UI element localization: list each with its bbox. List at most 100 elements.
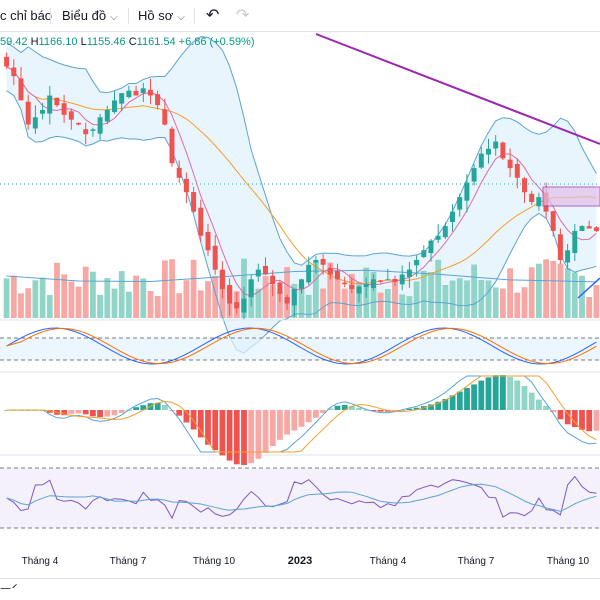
chart-menu-button[interactable]: Biểu đồ ⌵ [62,0,118,32]
volume-bar [162,260,168,318]
volume-bar [571,272,578,318]
time-axis-label: Tháng 10 [193,556,236,567]
volume-bar [593,285,600,318]
macd-signal-line [6,375,597,453]
macd-histogram-bar [377,410,384,412]
profile-menu-button[interactable]: Hồ sơ ⌵ [138,0,185,32]
macd-histogram-bar [514,380,521,410]
volume-bar [169,259,175,318]
candle-body [219,269,225,289]
candle-body [198,207,204,236]
volume-bar [550,260,557,318]
candle-body [299,279,304,289]
macd-histogram-bar [140,405,147,410]
candle-body [205,231,211,251]
macd-histogram-bar [435,401,442,410]
candle-body [442,226,448,238]
volume-bar [97,294,103,318]
candle-body [183,178,189,193]
rsi-ma-line [6,483,597,512]
volume-bar [176,293,183,318]
macd-histogram-bar [61,410,68,416]
time-axis-label: 2023 [288,555,312,567]
candle-body [97,117,103,134]
macd-histogram-bar [356,407,362,410]
low-value: 1155.46 [86,36,126,48]
macd-histogram-bar [399,409,406,411]
macd-histogram-bar [492,375,499,410]
candle-body [104,110,110,122]
macd-histogram-bar [233,410,240,465]
candle-body [47,95,53,114]
indicators-label: c chỉ báo [0,8,53,23]
candle-body [565,250,571,263]
candle-body [284,297,290,304]
high-key: H [30,36,39,48]
bollinger-lower-line [6,90,597,354]
volume-bar [298,284,305,318]
candle-body [478,153,484,168]
candle-body [176,167,182,178]
candle-body [61,103,67,115]
candle-body [40,110,45,114]
redo-button[interactable]: ↷ [236,0,249,32]
ohlc-legend: 59.42 H1166.10 L1155.46 C1161.54 +6.86 (… [0,36,255,48]
candle-body [586,226,592,229]
volume-bar [104,278,111,318]
volume-bar [413,281,420,318]
candle-body [342,282,348,285]
candle-body [169,128,175,164]
descending-trendline [315,33,600,145]
toolbar-divider [128,8,129,24]
volume-bar [277,291,283,318]
stochastic-d-line [6,327,597,365]
indicators-button[interactable]: c chỉ báo [0,0,52,32]
time-axis-label: Tháng 7 [458,556,495,567]
volume-bar [284,267,290,318]
volume-bar [190,259,197,318]
volume-bar [406,296,413,318]
macd-histogram-bar [579,410,585,430]
volume-bar [54,262,60,318]
chevron-down-icon: ⌵ [110,12,118,23]
macd-histogram-bar [406,408,413,410]
candle-body [370,279,376,288]
candle-body [162,109,168,125]
macd-histogram-bar [241,410,247,465]
candle-body [191,192,197,212]
bollinger-band-fill [6,36,597,353]
candle-body [4,56,10,67]
volume-bar [392,280,398,318]
macd-histogram-bar [550,410,557,413]
candle-body [155,94,161,106]
undo-button[interactable]: ↶ [206,0,219,32]
volume-bar [384,289,391,318]
volume-bar [456,278,463,318]
macd-histogram-bar [248,410,255,464]
volume-bar [442,285,449,318]
macd-histogram-bar [118,410,125,413]
volume-bar [32,280,39,318]
volume-bar [500,288,506,318]
candle-body [579,226,585,231]
volume-bar [154,296,161,318]
macd-histogram-bar [370,410,377,411]
candle-body [320,259,326,265]
volume-bar [212,276,219,318]
macd-histogram-bar [327,408,334,410]
volume-bar [449,280,456,318]
volume-bar [485,280,492,318]
volume-bar [327,262,334,318]
macd-histogram-bar [305,410,312,423]
volume-bar [564,268,571,318]
change-value: +6.86 (+0.59%) [178,36,255,48]
candle-body [392,279,398,282]
candle-body [414,260,420,266]
candle-body [363,284,369,287]
price-chart[interactable]: Tháng 4 Tháng 7 Tháng 10 2023 Tháng 4 Tháng 7… [0,32,600,578]
candle-body [234,302,240,309]
volume-bar [543,259,549,318]
candle-body [306,264,312,283]
macd-histogram-bar [392,410,398,411]
macd-histogram-bar [557,410,564,420]
